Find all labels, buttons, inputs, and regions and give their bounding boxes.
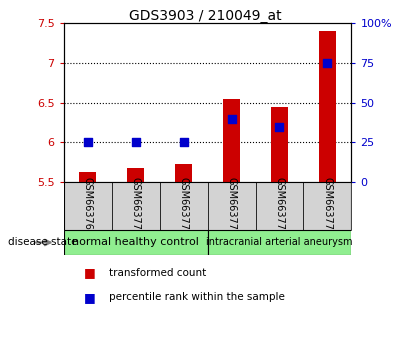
Point	[180, 140, 187, 145]
Bar	[208, 182, 256, 230]
Text: ■: ■	[84, 291, 96, 304]
Bar	[127, 168, 144, 182]
Bar	[256, 182, 303, 230]
Bar	[223, 99, 240, 182]
Text: GSM663770: GSM663770	[131, 177, 141, 236]
Text: ■: ■	[84, 266, 96, 279]
Text: intracranial arterial aneurysm: intracranial arterial aneurysm	[206, 238, 353, 247]
Text: normal healthy control: normal healthy control	[72, 238, 199, 247]
Text: GSM663771: GSM663771	[179, 177, 189, 236]
Text: disease state: disease state	[8, 238, 78, 247]
Point	[84, 140, 91, 145]
Text: GSM663769: GSM663769	[83, 177, 92, 236]
Bar	[175, 164, 192, 182]
Text: GSM663774: GSM663774	[323, 177, 332, 236]
Bar	[319, 31, 336, 182]
Point	[276, 124, 283, 130]
Bar	[208, 230, 351, 255]
Text: percentile rank within the sample: percentile rank within the sample	[109, 292, 285, 302]
Bar	[159, 182, 208, 230]
Text: GDS3903 / 210049_at: GDS3903 / 210049_at	[129, 9, 282, 23]
Bar	[79, 172, 96, 182]
Point	[324, 60, 331, 66]
Text: GSM663772: GSM663772	[226, 177, 236, 236]
Bar	[112, 182, 159, 230]
Bar	[271, 107, 288, 182]
Text: GSM663773: GSM663773	[275, 177, 284, 236]
Point	[228, 116, 235, 121]
Bar	[303, 182, 351, 230]
Point	[132, 140, 139, 145]
Text: transformed count: transformed count	[109, 268, 206, 278]
Bar	[64, 182, 112, 230]
Bar	[64, 230, 208, 255]
